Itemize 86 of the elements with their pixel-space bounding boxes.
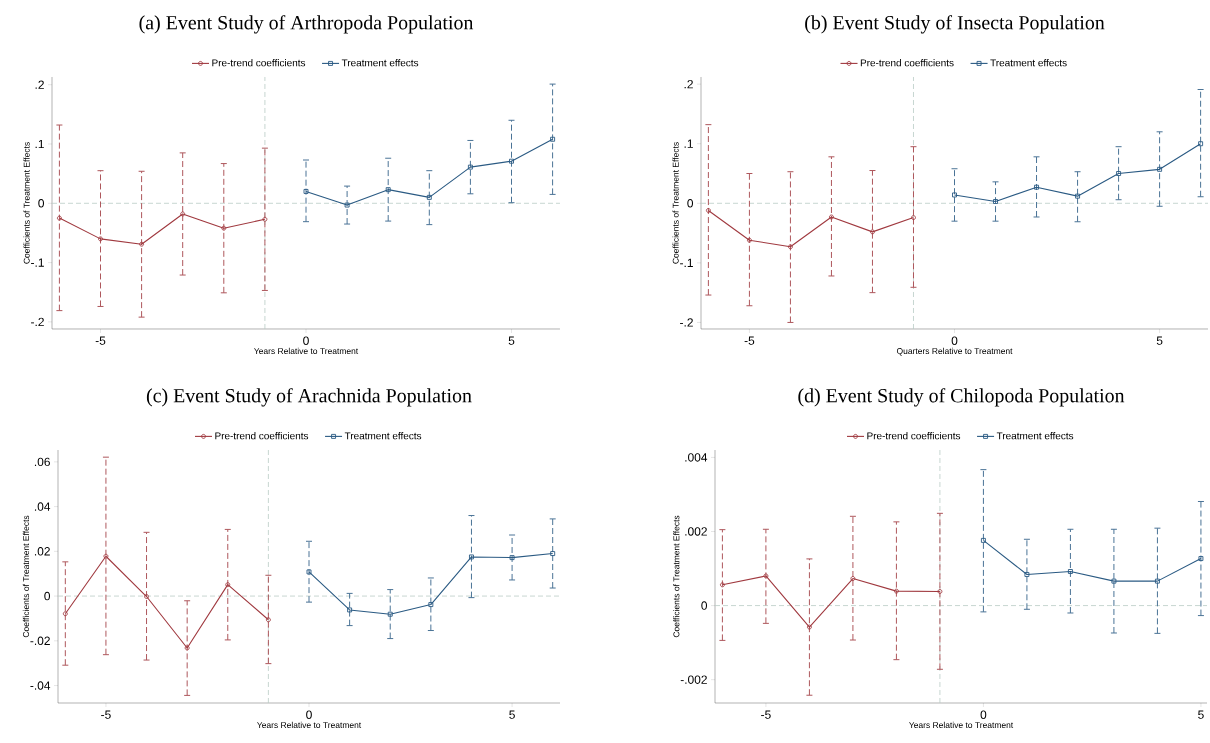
point — [829, 214, 834, 220]
x-axis-title: Years Relative to Treatment — [257, 721, 362, 729]
x-tick-label: -5 — [95, 336, 106, 345]
point — [850, 576, 856, 581]
x-tick-label: 0 — [303, 336, 309, 345]
y-tick-label: 0 — [687, 199, 694, 208]
point — [344, 202, 350, 208]
x-axis-title: Years Relative to Treatment — [254, 347, 359, 355]
legend-label: Treatment effects — [344, 432, 422, 440]
point — [387, 611, 393, 617]
point — [184, 645, 190, 651]
point — [1067, 569, 1073, 574]
y-tick-label: .2 — [35, 80, 44, 89]
y-tick-label: -.02 — [30, 636, 50, 646]
point — [225, 582, 231, 588]
legend-label: Pre-trend coefficients — [215, 432, 309, 440]
y-axis-title: Coefficients of Treatment Effects — [672, 142, 679, 264]
y-tick-label: .04 — [34, 502, 51, 511]
point — [347, 607, 353, 613]
y-axis-title: Coefficients of Treatment Effects — [22, 515, 30, 638]
legend-label: Treatment effects — [990, 59, 1067, 67]
point — [1024, 572, 1030, 577]
y-tick-label: .004 — [685, 453, 708, 462]
y-tick-label: 0 — [701, 601, 708, 610]
x-tick-label: 5 — [509, 710, 515, 719]
y-tick-label: -.04 — [30, 681, 51, 690]
y-tick-label: -.1 — [680, 258, 693, 267]
point — [1157, 166, 1163, 172]
legend-label: Pre-trend coefficients — [212, 59, 306, 67]
point — [98, 236, 103, 242]
y-tick-label: -.2 — [31, 317, 44, 327]
x-tick-label: -5 — [761, 710, 771, 719]
x-axis-title: Quarters Relative to Treatment — [896, 347, 1013, 356]
x-tick-label: -5 — [744, 336, 755, 345]
y-tick-label: -.002 — [680, 675, 707, 684]
chart-title: (c) Event Study of Arachnida Population — [146, 388, 472, 407]
y-tick-label: 0 — [38, 199, 45, 208]
y-tick-label: .06 — [34, 457, 50, 467]
y-axis-title: Coefficients of Treatment Effects — [23, 142, 30, 264]
point — [806, 624, 812, 630]
legend-label: Treatment effects — [996, 432, 1074, 440]
point — [893, 588, 899, 594]
point — [426, 194, 432, 200]
point — [428, 602, 434, 608]
point — [221, 225, 227, 231]
point — [509, 555, 515, 561]
point — [1034, 184, 1039, 190]
point — [139, 241, 145, 247]
point — [870, 229, 875, 235]
x-tick-label: 5 — [1156, 336, 1163, 345]
y-tick-label: 0 — [44, 591, 51, 601]
point — [144, 594, 149, 599]
y-tick-label: -.2 — [680, 318, 693, 327]
legend-label: Pre-trend coefficients — [867, 432, 961, 440]
point — [469, 554, 474, 560]
x-tick-label: 5 — [508, 336, 515, 345]
y-tick-label: .1 — [684, 139, 693, 148]
point — [180, 211, 186, 217]
point — [385, 187, 391, 193]
legend-label: Pre-trend coefficients — [860, 59, 954, 67]
chart-title: (a) Event Study of Arthropoda Population — [139, 15, 474, 34]
point — [103, 553, 109, 559]
x-axis-title: Years Relative to Treatment — [909, 721, 1014, 729]
point — [1111, 578, 1117, 584]
point — [787, 244, 793, 250]
y-tick-label: .002 — [685, 527, 707, 536]
chart-title: (b) Event Study of Insecta Population — [805, 15, 1105, 34]
x-tick-label: 0 — [306, 710, 312, 719]
point — [763, 573, 769, 579]
point — [1116, 171, 1122, 176]
chart-title: (d) Event Study of Chilopoda Population — [798, 388, 1125, 407]
y-tick-label: .1 — [35, 139, 44, 149]
point — [746, 237, 752, 243]
point — [467, 164, 473, 170]
legend-label: Treatment effects — [341, 59, 419, 67]
point — [1154, 578, 1160, 584]
x-tick-label: 0 — [951, 336, 958, 345]
y-tick-label: .2 — [684, 79, 693, 89]
x-tick-label: -5 — [101, 710, 111, 719]
y-axis-title: Coefficients of Treatment Effects — [673, 515, 680, 638]
y-tick-label: -.1 — [31, 258, 44, 267]
x-tick-label: 0 — [980, 710, 987, 719]
x-tick-label: 5 — [1198, 710, 1204, 719]
point — [1075, 193, 1081, 199]
y-tick-label: .02 — [34, 547, 50, 556]
point — [509, 158, 514, 164]
